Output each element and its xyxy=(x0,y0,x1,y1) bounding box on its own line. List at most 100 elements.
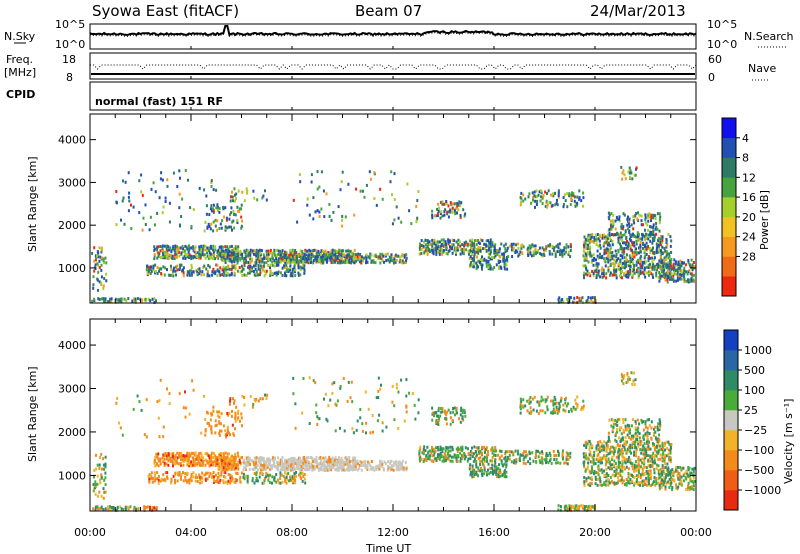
echo-cell xyxy=(592,455,595,459)
echo-cell xyxy=(287,458,290,461)
echo-cell xyxy=(303,252,306,256)
echo-cell xyxy=(154,263,157,267)
echo-cell xyxy=(651,460,654,464)
echo-cell xyxy=(461,250,464,254)
echo-cell xyxy=(229,245,231,249)
echo-cell xyxy=(234,245,237,249)
echo-cell xyxy=(620,227,623,231)
echo-cell xyxy=(102,496,105,500)
echo-cell xyxy=(294,467,297,471)
echo-cell xyxy=(493,248,496,252)
echo-cell xyxy=(447,446,450,450)
echo-cell xyxy=(214,456,217,460)
echo-cell xyxy=(639,256,642,260)
echo-cell xyxy=(522,398,525,402)
echo-cell xyxy=(259,251,262,255)
echo-cell xyxy=(527,460,530,464)
echo-cell xyxy=(555,250,558,254)
echo-cell xyxy=(290,271,293,275)
echo-cell xyxy=(544,398,547,402)
echo-cell xyxy=(162,205,165,209)
echo-cell xyxy=(287,270,290,273)
echo-cell xyxy=(663,453,666,457)
echo-cell xyxy=(661,237,664,241)
echo-cell xyxy=(625,242,627,246)
echo-cell xyxy=(215,206,218,210)
echo-cell xyxy=(669,275,672,279)
echo-cell xyxy=(233,226,236,230)
echo-cell xyxy=(504,459,507,463)
echo-cell xyxy=(646,440,648,444)
echo-cell xyxy=(546,192,548,195)
echo-cell xyxy=(379,462,382,466)
echo-cell xyxy=(445,456,447,459)
echo-cell xyxy=(204,463,207,467)
echo-cell xyxy=(218,464,221,468)
echo-cell xyxy=(620,165,623,169)
echo-cell xyxy=(652,444,654,447)
echo-cell xyxy=(436,207,439,211)
echo-cell xyxy=(249,250,252,254)
echo-cell xyxy=(649,232,652,236)
echo-cell xyxy=(662,262,665,266)
echo-cell xyxy=(629,272,632,276)
echo-cell xyxy=(190,266,193,269)
echo-cell xyxy=(609,475,612,479)
echo-cell xyxy=(593,256,596,260)
echo-cell xyxy=(154,190,157,194)
echo-cell xyxy=(475,261,478,265)
echo-cell xyxy=(275,464,278,468)
echo-cell xyxy=(231,465,234,469)
echo-cell xyxy=(607,211,610,215)
echo-cell xyxy=(265,460,268,464)
echo-cell xyxy=(466,447,469,451)
echo-cell xyxy=(244,253,247,257)
echo-cell xyxy=(531,243,534,247)
echo-cell xyxy=(655,480,658,483)
echo-cell xyxy=(266,393,269,397)
echo-cell xyxy=(622,169,625,173)
echo-cell xyxy=(422,449,425,453)
echo-cell xyxy=(509,244,512,248)
echo-cell xyxy=(505,470,508,474)
echo-cell xyxy=(383,460,386,464)
echo-cell xyxy=(237,409,240,413)
echo-cell xyxy=(480,466,482,470)
echo-cell xyxy=(317,249,320,253)
echo-cell xyxy=(520,201,522,204)
echo-cell xyxy=(237,269,239,273)
echo-cell xyxy=(657,481,660,485)
echo-cell xyxy=(446,452,449,456)
echo-cell xyxy=(279,471,282,474)
echo-cell xyxy=(115,190,118,193)
echo-cell xyxy=(584,468,587,472)
echo-cell xyxy=(147,474,150,478)
echo-cell xyxy=(601,272,604,276)
echo-cell xyxy=(149,272,152,275)
echo-cell xyxy=(496,248,499,252)
echo-cell xyxy=(647,219,650,223)
echo-cell xyxy=(204,418,207,421)
echo-cell xyxy=(614,227,617,231)
echo-cell xyxy=(487,244,490,248)
echo-cell xyxy=(477,448,480,452)
echo-cell xyxy=(285,468,288,472)
echo-cell xyxy=(654,446,657,450)
echo-cell xyxy=(257,251,260,255)
echo-cell xyxy=(619,461,621,465)
echo-cell xyxy=(280,462,283,466)
echo-cell xyxy=(300,464,303,468)
echo-cell xyxy=(564,199,567,203)
echo-cell xyxy=(432,248,435,252)
echo-cell xyxy=(200,456,203,460)
echo-cell xyxy=(245,259,248,263)
echo-cell xyxy=(177,462,180,466)
echo-cell xyxy=(646,245,648,249)
echo-cell xyxy=(318,215,321,218)
echo-cell xyxy=(427,243,430,247)
echo-cell xyxy=(267,257,270,261)
echo-cell xyxy=(127,209,130,213)
echo-cell xyxy=(183,254,186,258)
echo-cell xyxy=(167,463,170,467)
echo-cell xyxy=(583,235,586,239)
